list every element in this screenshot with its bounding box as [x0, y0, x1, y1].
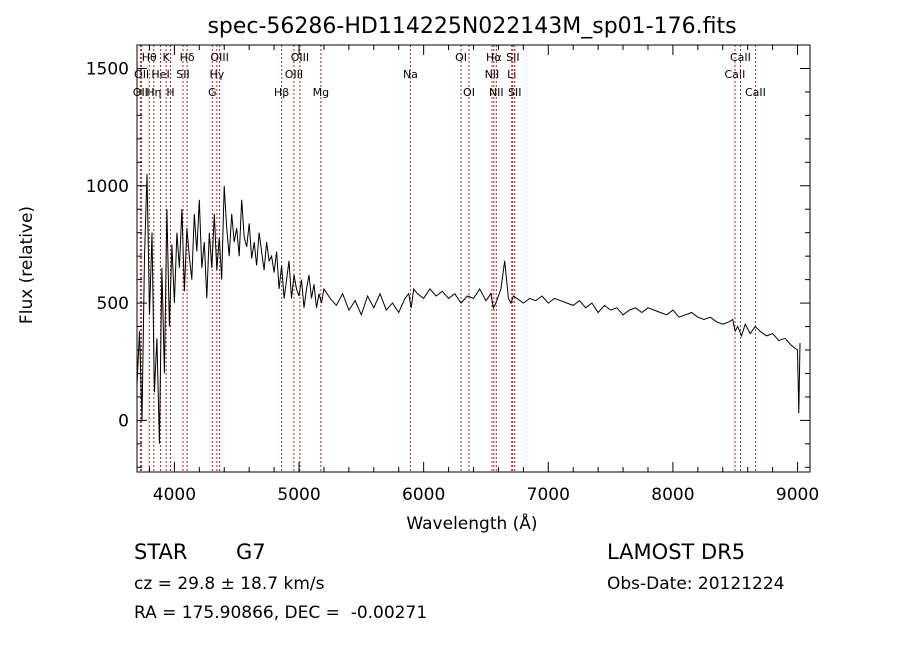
line-marker-label: NII — [485, 68, 500, 81]
line-marker-label: Hγ — [209, 68, 224, 81]
line-markers: OIIOIIHθHηHeIKHSIIHδGHγOIIIHβOIIIOIIIMgN… — [133, 45, 766, 472]
x-tick-label: 6000 — [402, 485, 445, 505]
line-marker-label: G — [208, 86, 217, 99]
line-marker-label: OI — [455, 51, 467, 64]
line-marker-label: K — [163, 51, 171, 64]
object-class: STAR — [134, 540, 188, 564]
plot-frame — [136, 44, 811, 473]
x-tick-label: 4000 — [153, 485, 196, 505]
line-marker-label: SII — [506, 51, 519, 64]
line-marker-label: Hβ — [274, 86, 289, 99]
line-marker-label: NII — [489, 86, 504, 99]
line-marker-label: CaII — [745, 86, 766, 99]
line-marker-label: SII — [508, 86, 521, 99]
spectrum-line — [136, 173, 801, 444]
y-tick-label: 1000 — [86, 177, 129, 197]
x-tick-label: 5000 — [277, 485, 320, 505]
line-marker-label: H — [166, 86, 174, 99]
line-marker-label: Hα — [486, 51, 502, 64]
line-marker-label: OIII — [285, 68, 303, 81]
line-marker-label: SII — [176, 68, 189, 81]
line-marker-label: Hδ — [180, 51, 195, 64]
coordinates: RA = 175.90866, DEC = -0.00271 — [134, 603, 428, 623]
y-axis-label: Flux (relative) — [17, 206, 37, 324]
line-marker-label: Hη — [146, 86, 161, 99]
x-axis-label: Wavelength (Å) — [406, 512, 537, 534]
line-marker-label: OI — [463, 86, 475, 99]
y-tick-label: 500 — [97, 294, 129, 314]
line-marker-label: Na — [403, 68, 418, 81]
line-marker-label: HeI — [151, 68, 169, 81]
line-marker-label: Hθ — [142, 51, 157, 64]
line-marker-label: OIII — [210, 51, 228, 64]
survey-label: LAMOST DR5 — [607, 540, 746, 564]
axes: 4000 5000 6000 7000 8000 9000 0 500 1000 1500 — [86, 44, 819, 505]
x-tick-label: 7000 — [527, 485, 570, 505]
line-marker-label: OIII — [291, 51, 309, 64]
line-marker-label: OII — [134, 68, 149, 81]
y-tick-label: 0 — [118, 411, 129, 431]
x-tick-label: 8000 — [651, 485, 694, 505]
line-marker-label: CaII — [730, 51, 751, 64]
line-marker-label: CaII — [725, 68, 746, 81]
line-marker-label: Li — [507, 68, 516, 81]
y-tick-label: 1500 — [86, 59, 129, 79]
line-marker-label: Mg — [313, 86, 329, 99]
obs-date: Obs-Date: 20121224 — [607, 574, 785, 594]
subclass: G7 — [236, 540, 266, 564]
x-tick-label: 9000 — [776, 485, 819, 505]
chart-title: spec-56286-HD114225N022143M_sp01-176.fit… — [207, 14, 736, 39]
redshift-text: cz = 29.8 ± 18.7 km/s — [134, 574, 325, 594]
